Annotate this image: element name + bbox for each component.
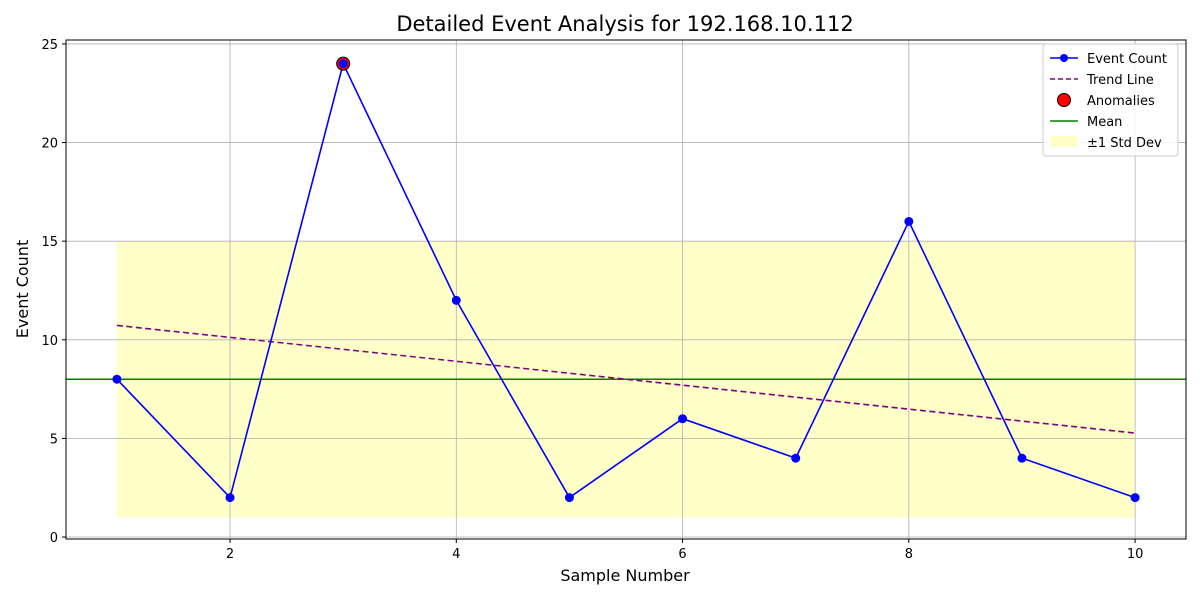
legend-event-count-label: Event Count <box>1087 52 1167 67</box>
x-tick-label: 8 <box>905 547 913 562</box>
y-tick-label: 15 <box>41 235 58 250</box>
event-count-point <box>678 414 688 424</box>
legend-std-band-label: ±1 Std Dev <box>1087 136 1162 151</box>
x-tick-label: 4 <box>452 547 460 562</box>
event-count-point <box>112 374 122 384</box>
event-count-point <box>1130 493 1140 503</box>
legend-mean-label: Mean <box>1087 115 1122 130</box>
y-axis-label: Event Count <box>13 240 32 338</box>
event-count-line <box>116 61 1136 500</box>
anomaly-layer <box>336 56 351 71</box>
tick-layer: 2 4 6 8 10 0 5 10 15 20 25 <box>41 38 1143 562</box>
y-tick-label: 5 <box>50 432 58 447</box>
legend: Event Count Trend Line Anomalies Mean ±1… <box>1042 43 1179 157</box>
chart-title: Detailed Event Analysis for 192.168.10.1… <box>396 12 853 36</box>
legend-box <box>1042 43 1179 157</box>
x-tick-label: 2 <box>226 547 234 562</box>
event-count-point <box>1017 453 1027 463</box>
x-axis-label: Sample Number <box>560 566 690 585</box>
x-tick-label: 6 <box>678 547 686 562</box>
y-tick-label: 0 <box>50 531 58 546</box>
event-count-point <box>904 216 914 226</box>
axes-frame <box>65 39 1187 540</box>
event-count-point <box>791 453 801 463</box>
legend-anomalies-marker <box>1057 93 1071 107</box>
anomaly-event-point <box>338 59 348 69</box>
y-tick-label: 20 <box>41 137 58 152</box>
legend-event-count-marker <box>1060 54 1068 62</box>
legend-trend-label: Trend Line <box>1086 73 1154 88</box>
y-tick-label: 10 <box>41 334 58 349</box>
event-count-point <box>564 493 574 503</box>
legend-std-band-swatch <box>1050 136 1078 147</box>
legend-anomalies-label: Anomalies <box>1087 94 1155 109</box>
y-tick-label: 25 <box>41 38 58 53</box>
event-count-point <box>225 493 235 503</box>
x-tick-label: 10 <box>1127 547 1144 562</box>
event-count-point <box>451 295 461 305</box>
